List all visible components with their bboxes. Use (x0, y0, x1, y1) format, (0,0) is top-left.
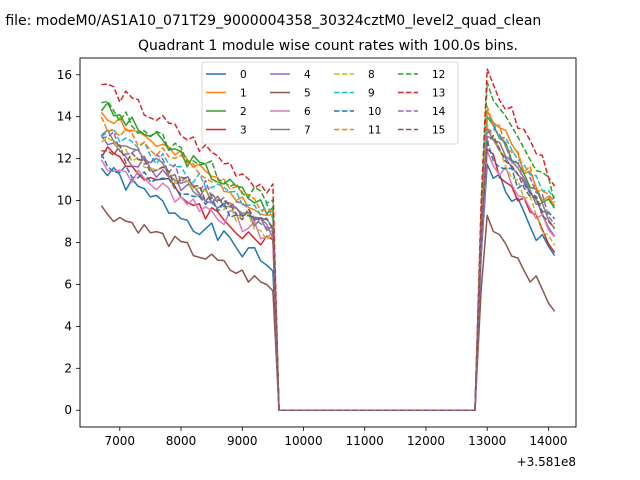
y-tick-label: 6 (64, 277, 72, 291)
legend-label-15: 15 (432, 125, 445, 137)
legend-label-4: 4 (304, 69, 311, 81)
x-tick-label: 14000 (529, 434, 567, 448)
figure-suptitle: n file: modeM0/AS1A10_071T29_9000004358_… (0, 13, 541, 29)
y-tick-label: 0 (64, 403, 72, 417)
y-tick-label: 10 (57, 194, 72, 208)
x-tick-label: 13000 (468, 434, 506, 448)
x-tick-label: 7000 (105, 434, 136, 448)
series-layer (100, 68, 556, 411)
legend-label-8: 8 (368, 69, 375, 81)
legend-label-11: 11 (368, 125, 381, 137)
legend-box (201, 61, 459, 145)
y-axis: 0 2 4 6 8 10 12 14 16 (57, 68, 80, 417)
chart-title: Quadrant 1 module wise count rates with … (138, 38, 518, 54)
series-line-15 (101, 134, 556, 411)
x-tick-label: 9000 (227, 434, 258, 448)
x-tick-label: 12000 (407, 434, 445, 448)
legend-label-2: 2 (240, 106, 247, 118)
legend-label-14: 14 (432, 106, 446, 118)
legend-label-12: 12 (432, 69, 445, 81)
x-tick-label: 8000 (166, 434, 197, 448)
x-tick-label: 11000 (346, 434, 384, 448)
y-tick-label: 8 (64, 236, 72, 250)
legend-label-13: 13 (432, 88, 445, 100)
legend-label-6: 6 (304, 106, 311, 118)
legend-label-10: 10 (368, 106, 381, 118)
y-tick-label: 14 (57, 110, 72, 124)
legend-label-0: 0 (240, 69, 247, 81)
y-tick-label: 16 (57, 68, 72, 82)
legend-label-7: 7 (304, 125, 311, 137)
y-tick-label: 12 (57, 152, 72, 166)
y-tick-label: 4 (64, 319, 72, 333)
legend-label-9: 9 (368, 88, 375, 100)
legend-label-1: 1 (240, 88, 247, 100)
y-tick-label: 2 (64, 361, 72, 375)
x-tick-label: 10000 (284, 434, 322, 448)
x-axis-offset-label: +3.581e8 (517, 455, 576, 469)
legend-label-3: 3 (240, 125, 247, 137)
x-axis: 7000 8000 9000 10000 11000 12000 13000 14000 (105, 427, 568, 448)
legend-label-5: 5 (304, 88, 311, 100)
series-line-14 (101, 127, 556, 411)
